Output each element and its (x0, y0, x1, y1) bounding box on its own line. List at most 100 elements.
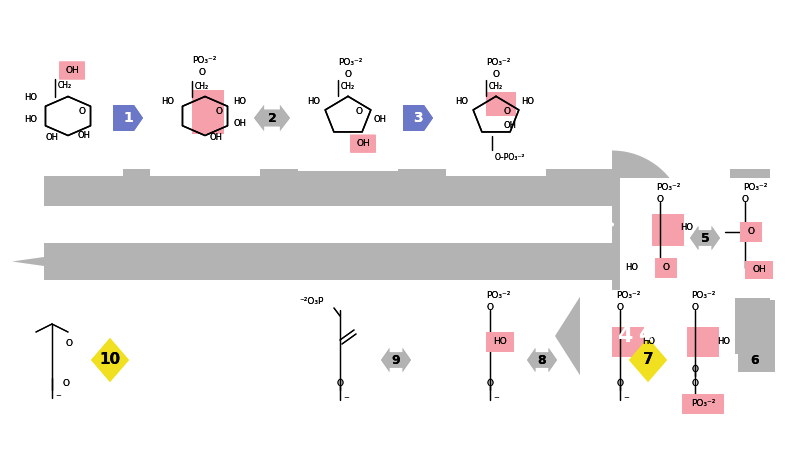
Text: O: O (337, 379, 343, 388)
Text: PO₃⁻²: PO₃⁻² (656, 184, 680, 192)
Bar (446, 56, 546, 176)
Polygon shape (555, 292, 583, 380)
Text: OH: OH (503, 121, 517, 130)
Text: O: O (657, 196, 663, 205)
FancyBboxPatch shape (192, 90, 224, 134)
Text: ⁻: ⁻ (493, 395, 499, 405)
FancyBboxPatch shape (486, 92, 516, 116)
Bar (13, 56, 123, 176)
Text: O: O (691, 304, 698, 313)
Text: O: O (337, 379, 343, 388)
Text: HO: HO (680, 224, 693, 232)
Text: HO: HO (521, 98, 534, 107)
Text: HO: HO (493, 337, 507, 347)
FancyBboxPatch shape (740, 222, 762, 242)
Polygon shape (113, 105, 143, 131)
Polygon shape (91, 338, 129, 382)
FancyBboxPatch shape (192, 90, 224, 134)
Text: OH: OH (233, 119, 246, 129)
Text: O: O (691, 379, 698, 388)
Text: OH: OH (752, 266, 766, 275)
Text: CH₂: CH₂ (58, 81, 72, 90)
Text: CH₂: CH₂ (58, 81, 72, 90)
Text: O: O (691, 366, 698, 375)
Text: PO₃⁻²: PO₃⁻² (616, 291, 640, 300)
Text: O: O (62, 379, 70, 388)
Text: O: O (486, 304, 494, 313)
Text: 4: 4 (638, 326, 652, 345)
Bar (450, 295, 530, 425)
Text: O: O (345, 70, 351, 79)
Text: PO₃⁻²: PO₃⁻² (192, 56, 216, 65)
Text: 3: 3 (413, 111, 423, 125)
Polygon shape (612, 150, 686, 298)
FancyBboxPatch shape (655, 258, 677, 278)
Text: PO₃⁻²: PO₃⁻² (486, 58, 510, 67)
Polygon shape (690, 226, 720, 250)
Polygon shape (527, 348, 557, 372)
Bar (17, 300, 87, 420)
Text: O: O (486, 379, 494, 388)
FancyBboxPatch shape (612, 327, 644, 357)
Polygon shape (740, 348, 770, 372)
Text: O: O (198, 68, 206, 77)
Text: HO: HO (717, 337, 730, 347)
Text: O: O (355, 107, 362, 116)
Text: O: O (78, 108, 85, 117)
Text: O: O (215, 108, 222, 117)
Text: 3: 3 (413, 111, 423, 125)
Text: 8: 8 (538, 354, 546, 367)
FancyBboxPatch shape (682, 394, 724, 414)
Polygon shape (12, 257, 44, 266)
Text: OH: OH (45, 133, 58, 142)
Text: O: O (662, 264, 670, 272)
Text: O: O (486, 304, 494, 313)
FancyBboxPatch shape (745, 261, 773, 279)
Text: HO: HO (642, 337, 655, 347)
Text: CH₂: CH₂ (489, 82, 503, 91)
Text: PO₃⁻²: PO₃⁻² (486, 58, 510, 67)
Text: O: O (617, 304, 623, 313)
Polygon shape (113, 105, 143, 131)
FancyBboxPatch shape (740, 222, 762, 242)
Text: 6: 6 (750, 354, 759, 367)
FancyBboxPatch shape (612, 327, 644, 357)
Polygon shape (690, 226, 720, 250)
Polygon shape (254, 105, 290, 131)
Text: O: O (355, 107, 362, 116)
FancyBboxPatch shape (687, 327, 719, 357)
Text: 2: 2 (268, 111, 276, 125)
Polygon shape (700, 300, 775, 372)
Text: O: O (747, 228, 754, 237)
Text: HO: HO (24, 116, 37, 125)
Text: O: O (747, 228, 754, 237)
Text: OH: OH (373, 116, 386, 125)
Polygon shape (44, 169, 612, 206)
Text: O: O (503, 107, 510, 116)
Polygon shape (527, 348, 557, 372)
Text: PO₃⁻²: PO₃⁻² (691, 399, 715, 408)
Text: O: O (617, 304, 623, 313)
FancyBboxPatch shape (745, 261, 773, 279)
Text: HO: HO (521, 98, 534, 107)
Text: ⁻: ⁻ (623, 395, 629, 405)
Text: OH: OH (210, 133, 223, 142)
Text: 1: 1 (123, 111, 133, 125)
Text: 2: 2 (268, 111, 276, 125)
FancyBboxPatch shape (652, 214, 684, 246)
Text: HO: HO (233, 98, 246, 107)
Text: 4: 4 (638, 326, 652, 345)
FancyBboxPatch shape (486, 92, 516, 116)
Text: ⁻: ⁻ (493, 395, 499, 405)
FancyBboxPatch shape (652, 214, 684, 246)
Text: O: O (691, 379, 698, 388)
Text: HO: HO (455, 98, 468, 107)
Text: OH: OH (752, 266, 766, 275)
Polygon shape (403, 105, 433, 131)
Text: O: O (66, 339, 73, 348)
Text: HO: HO (493, 337, 507, 347)
Text: O: O (66, 339, 73, 348)
Text: O: O (493, 70, 499, 79)
FancyBboxPatch shape (486, 332, 514, 352)
Text: OH: OH (45, 133, 58, 142)
